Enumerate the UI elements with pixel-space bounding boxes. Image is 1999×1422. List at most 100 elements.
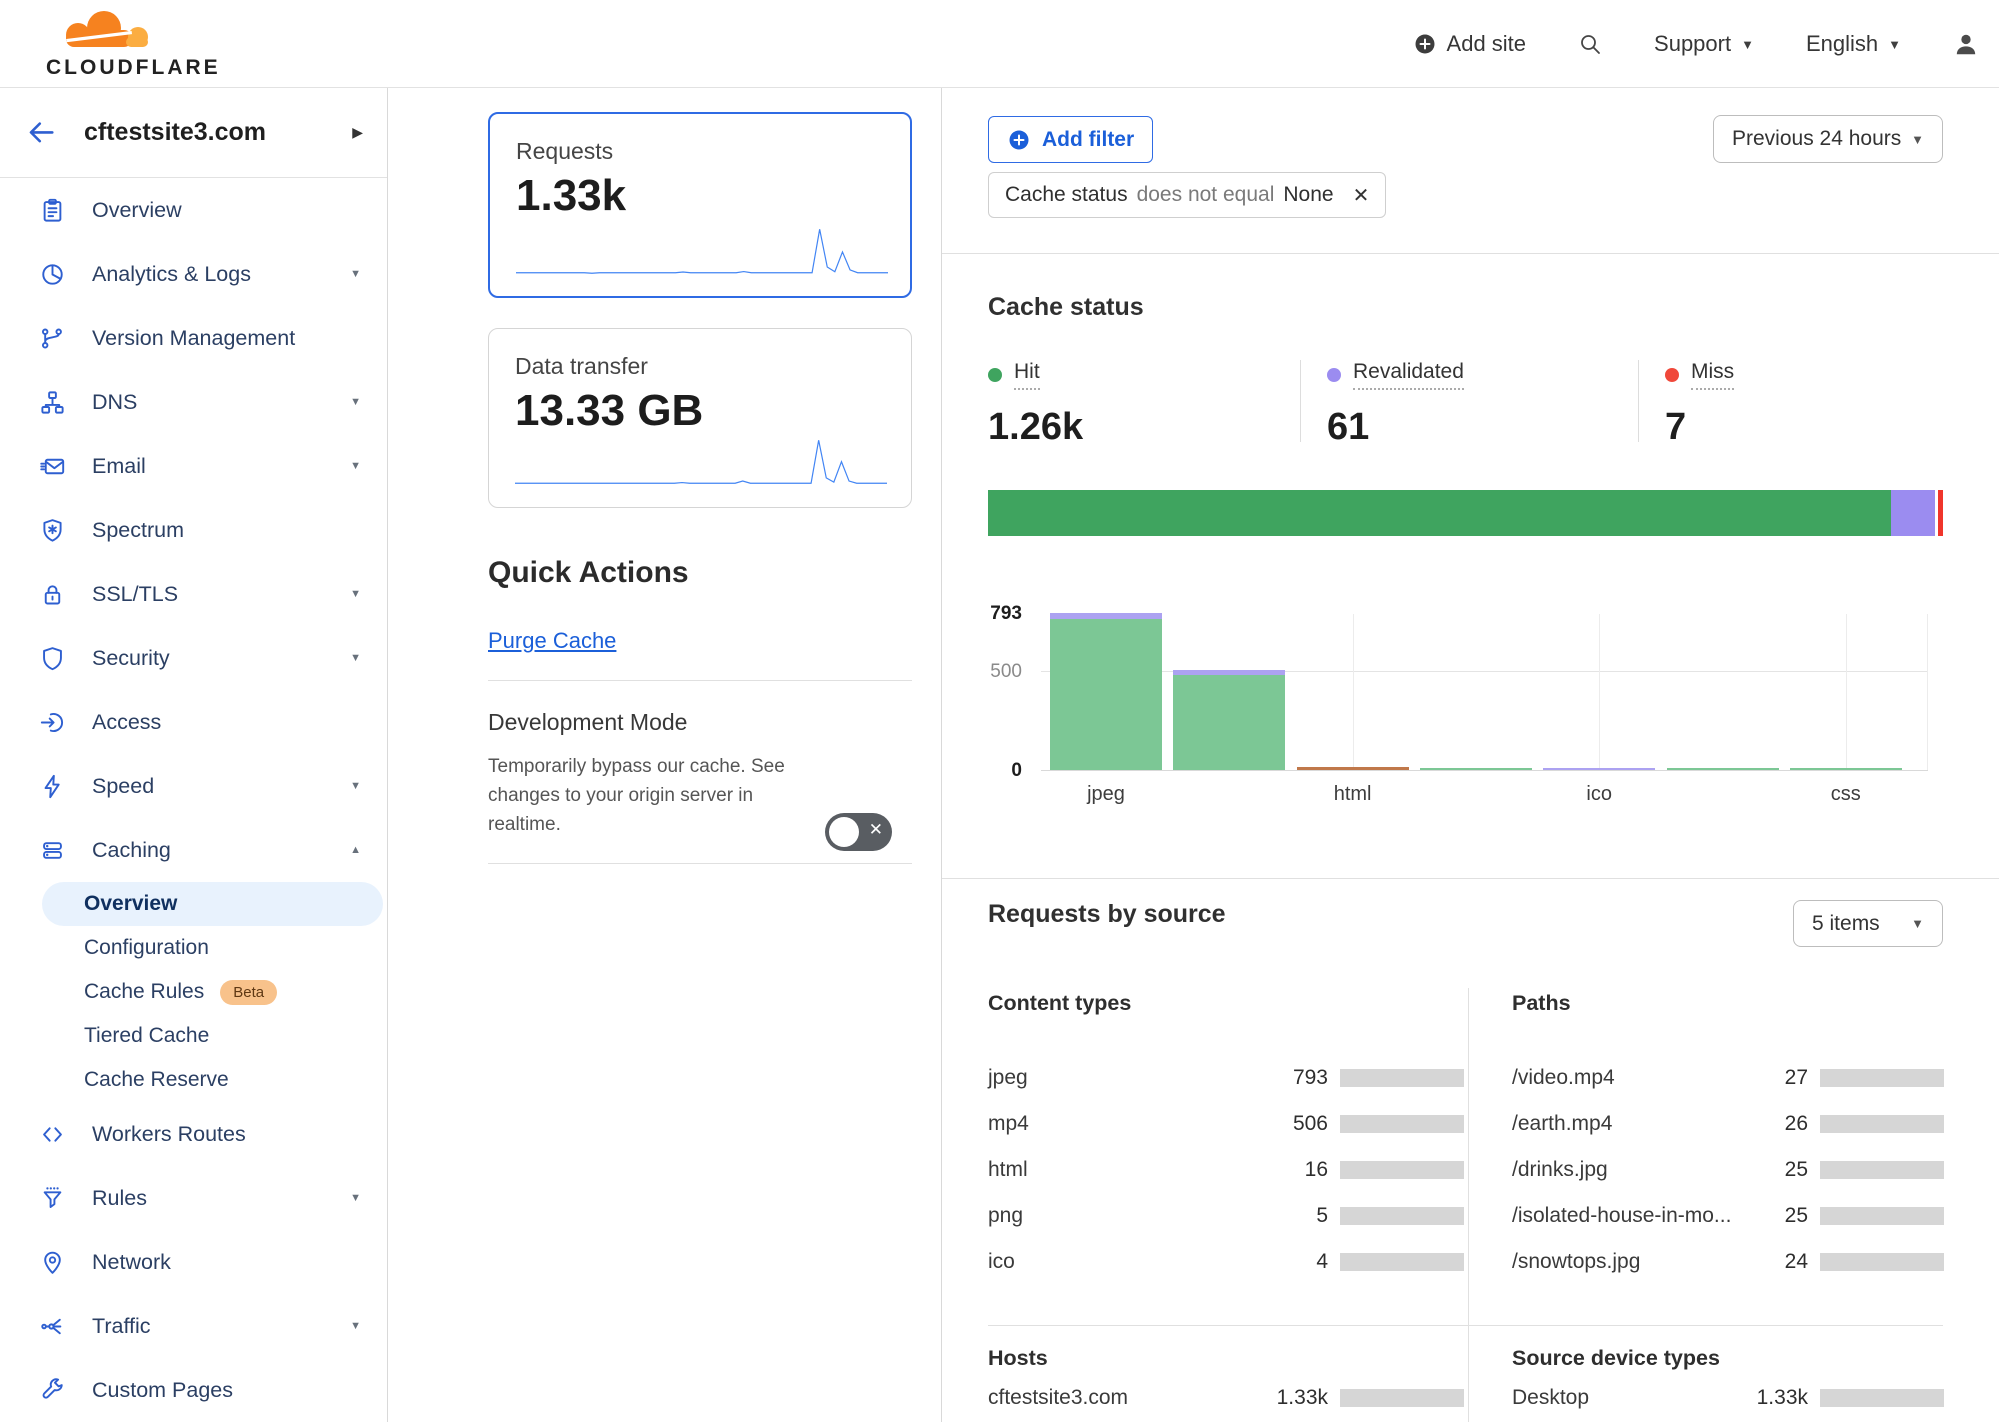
- sidebar-item-overview[interactable]: Overview: [0, 178, 387, 242]
- divider: [1300, 360, 1301, 442]
- purge-cache-link[interactable]: Purge Cache: [488, 628, 617, 653]
- table-row[interactable]: png 5: [988, 1201, 1464, 1231]
- table-row[interactable]: ico 4: [988, 1247, 1464, 1277]
- cache-status-filter-chip[interactable]: Cache status does not equal None ✕: [988, 172, 1387, 218]
- top-header: CLOUDFLARE Add site Support ▼ English ▼: [0, 0, 1999, 88]
- chart-x-axis: jpeg html ico css: [1087, 783, 1861, 805]
- support-menu[interactable]: Support ▼: [1654, 31, 1754, 57]
- sidebar-subitem-cache-rules[interactable]: Cache Rules Beta: [0, 970, 387, 1014]
- lightning-icon: [38, 772, 66, 800]
- requests-label: Requests: [516, 138, 614, 164]
- requests-value: 1.33k: [516, 171, 627, 220]
- sidebar-subitem-configuration[interactable]: Configuration: [84, 936, 209, 959]
- stat-revalidated: Revalidated 61: [1327, 360, 1464, 449]
- chevron-right-icon[interactable]: ▶: [352, 124, 363, 140]
- requests-metric-card[interactable]: Requests 1.33k: [488, 112, 912, 298]
- network-tree-icon: [38, 388, 66, 416]
- divider: [1468, 988, 1469, 1325]
- paths-heading: Paths: [1512, 991, 1571, 1015]
- main-content: Add filter Cache status does not equal N…: [942, 88, 1999, 1422]
- divider: [942, 878, 1999, 879]
- add-site-button[interactable]: Add site: [1413, 31, 1527, 57]
- sidebar-subitem-tiered-cache[interactable]: Tiered Cache: [84, 1024, 210, 1047]
- sidebar-item-version-management[interactable]: Version Management: [0, 306, 387, 370]
- divider: [488, 863, 912, 864]
- sidebar-item-speed[interactable]: Speed ▼: [0, 754, 387, 818]
- add-filter-button[interactable]: Add filter: [988, 116, 1154, 163]
- hit-dot-icon: [988, 368, 1002, 382]
- items-count-select[interactable]: 5 items ▼: [1793, 900, 1943, 947]
- language-menu[interactable]: English ▼: [1806, 31, 1901, 57]
- sidebar-item-network[interactable]: Network: [0, 1230, 387, 1294]
- site-name: cftestsite3.com: [84, 118, 267, 146]
- chart-bar: [1173, 669, 1286, 770]
- login-arrow-icon: [38, 708, 66, 736]
- chart-bar: [1296, 766, 1409, 770]
- sidebar-item-workers-routes[interactable]: Workers Routes: [0, 1102, 387, 1166]
- chart-bar: [1543, 768, 1656, 770]
- chevron-down-icon: ▼: [1888, 36, 1901, 52]
- table-row[interactable]: /snowtops.jpg 24: [1512, 1247, 1944, 1277]
- stacked-segment-revalidated: [1890, 490, 1935, 536]
- table-row[interactable]: cftestsite3.com 1.33k: [988, 1383, 1464, 1413]
- chevron-down-icon: ▼: [350, 652, 361, 664]
- divider: [942, 253, 1999, 254]
- table-row[interactable]: /isolated-house-in-mo... 25: [1512, 1201, 1944, 1231]
- sidebar-item-email[interactable]: Email ▼: [0, 434, 387, 498]
- table-row[interactable]: jpeg 793: [988, 1063, 1464, 1093]
- cloudflare-logo: CLOUDFLARE: [22, 4, 218, 84]
- divider: [488, 680, 912, 681]
- language-label: English: [1805, 31, 1879, 56]
- miss-label[interactable]: Miss: [1691, 360, 1735, 390]
- sidebar-item-security[interactable]: Security ▼: [0, 626, 387, 690]
- table-row[interactable]: mp4 506: [988, 1109, 1464, 1139]
- divider: [988, 1325, 1943, 1326]
- shield-icon: [38, 644, 66, 672]
- plus-circle-icon: [1009, 130, 1029, 149]
- sidebar-item-dns[interactable]: DNS ▼: [0, 370, 387, 434]
- sidebar-item-caching[interactable]: Caching ▲: [0, 818, 387, 882]
- envelope-icon: [38, 452, 66, 480]
- miss-dot-icon: [1665, 368, 1679, 382]
- chart-bar: [1419, 768, 1532, 770]
- table-row[interactable]: Desktop 1.33k: [1512, 1383, 1944, 1413]
- sidebar-item-analytics-logs[interactable]: Analytics & Logs ▼: [0, 242, 387, 306]
- clipboard-icon: [38, 196, 66, 224]
- sidebar-item-traffic[interactable]: Traffic ▼: [0, 1294, 387, 1358]
- sidebar-subitem-cache-reserve[interactable]: Cache Reserve: [84, 1068, 229, 1091]
- sidebar-item-custom-pages[interactable]: Custom Pages: [0, 1358, 387, 1422]
- revalidated-label[interactable]: Revalidated: [1353, 360, 1464, 390]
- hit-label[interactable]: Hit: [1014, 360, 1040, 390]
- user-icon: [1956, 34, 1976, 55]
- share-nodes-icon: [38, 1312, 66, 1340]
- add-site-label: Add site: [1446, 31, 1527, 56]
- close-icon[interactable]: ✕: [1352, 184, 1370, 207]
- back-arrow-icon[interactable]: [26, 118, 56, 148]
- quick-actions-section: Quick Actions Purge Cache Development Mo…: [488, 556, 912, 864]
- search-button[interactable]: [1578, 32, 1602, 56]
- chevron-down-icon: ▼: [350, 1192, 361, 1204]
- data-transfer-value: 13.33 GB: [515, 386, 704, 435]
- sidebar-item-rules[interactable]: Rules ▼: [0, 1166, 387, 1230]
- stacked-segment-miss: [1937, 490, 1943, 536]
- stat-miss: Miss 7: [1665, 360, 1735, 449]
- chevron-down-icon: ▼: [1911, 916, 1924, 931]
- server-stack-icon: [38, 836, 66, 864]
- data-transfer-label: Data transfer: [515, 353, 648, 379]
- table-row[interactable]: /earth.mp4 26: [1512, 1109, 1944, 1139]
- time-range-select[interactable]: Previous 24 hours ▼: [1713, 115, 1943, 163]
- sidebar-item-access[interactable]: Access: [0, 690, 387, 754]
- dev-mode-toggle[interactable]: ✕: [825, 813, 892, 851]
- account-button[interactable]: [1953, 31, 1979, 57]
- data-transfer-metric-card[interactable]: Data transfer 13.33 GB: [488, 328, 912, 508]
- table-row[interactable]: /video.mp4 27: [1512, 1063, 1944, 1093]
- sidebar-subitem-caching-overview[interactable]: Overview: [42, 882, 383, 926]
- table-row[interactable]: html 16: [988, 1155, 1464, 1185]
- sidebar-item-ssl-tls[interactable]: SSL/TLS ▼: [0, 562, 387, 626]
- plus-circle-icon: [1415, 34, 1435, 54]
- development-mode-description: Temporarily bypass our cache. See change…: [488, 756, 785, 835]
- sidebar-item-spectrum[interactable]: Spectrum: [0, 498, 387, 562]
- table-row[interactable]: /drinks.jpg 25: [1512, 1155, 1944, 1185]
- stat-hit: Hit 1.26k: [988, 360, 1083, 449]
- chart-bar: [1050, 613, 1162, 770]
